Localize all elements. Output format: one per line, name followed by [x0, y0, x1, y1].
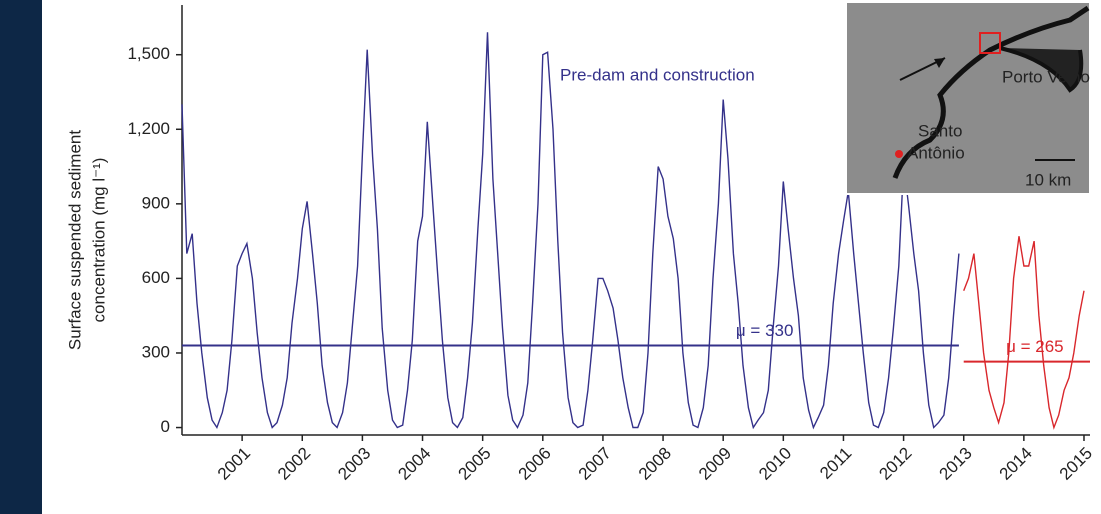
y-axis-label: Surface suspended sediment	[65, 130, 84, 350]
y-tick-label: 1,500	[127, 44, 170, 63]
mean-label: μ = 330	[736, 321, 794, 340]
inset-label: Antônio	[907, 143, 965, 162]
page: {"chart_data": {"type": "line", "ylabel"…	[0, 0, 1101, 514]
mean-label: μ = 265	[1006, 337, 1064, 356]
y-tick-label: 600	[142, 268, 170, 287]
y-tick-label: 1,200	[127, 119, 170, 138]
y-axis-label: concentration (mg l⁻¹)	[89, 158, 108, 323]
inset-dot	[895, 150, 903, 158]
inset-map: Porto Velho Santo Antônio 10 km	[846, 2, 1090, 194]
inset-label: Santo	[918, 121, 962, 140]
y-tick-label: 900	[142, 193, 170, 212]
chart: Surface suspended sediment concentration…	[0, 0, 1101, 514]
inset-background	[846, 2, 1090, 194]
series-label: Pre-dam and construction	[560, 65, 755, 84]
inset-label: Porto Velho	[1002, 67, 1090, 86]
y-tick-label: 300	[142, 342, 170, 361]
y-tick-label: 0	[161, 417, 170, 436]
inset-label: 10 km	[1025, 170, 1071, 189]
